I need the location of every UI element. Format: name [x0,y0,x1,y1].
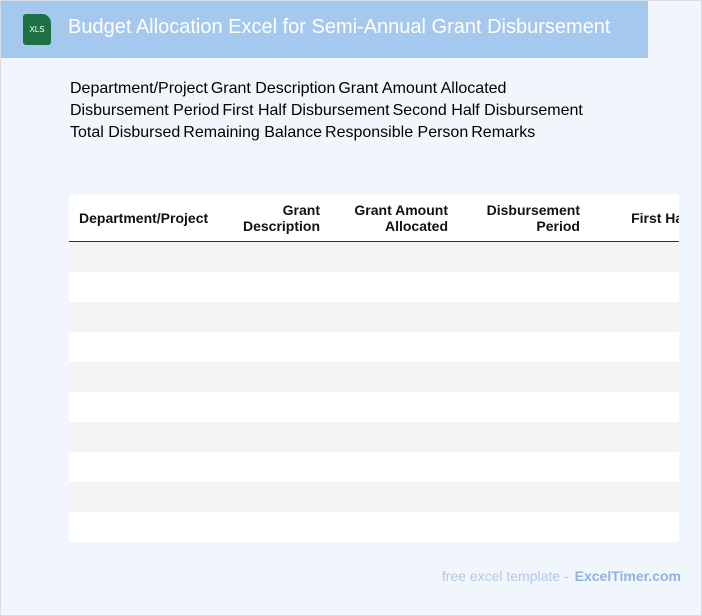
table-cell [330,362,458,392]
table-cell [69,332,219,362]
tag[interactable]: First Half Disbursement [222,102,390,119]
table-row [69,512,679,542]
table-row [69,482,679,512]
table-cell [458,332,590,362]
tag[interactable]: Responsible Person [325,124,469,141]
table-cell [69,452,219,482]
page-title: Budget Allocation Excel for Semi-Annual … [68,16,611,38]
table-cell [219,332,330,362]
table-cell [69,392,219,422]
table-cell [330,241,458,272]
tag[interactable]: Total Disbursed [70,124,181,141]
table-cell [330,272,458,302]
table-cell [458,452,590,482]
table-cell [458,241,590,272]
tag[interactable]: Second Half Disbursement [392,102,583,119]
table-cell [69,512,219,542]
footer: free excel template - ExcelTimer.com [442,568,681,584]
table-cell [590,392,679,422]
table-cell [69,302,219,332]
table-cell [458,272,590,302]
table-cell [330,422,458,452]
table-cell [590,512,679,542]
table-cell [219,512,330,542]
table-body [69,241,679,543]
table-cell [458,362,590,392]
table-cell [219,392,330,422]
column-header: First Half Disbursement [590,195,679,242]
table-row [69,392,679,422]
tag[interactable]: Grant Description [210,80,336,97]
table-cell [590,272,679,302]
table-cell [219,362,330,392]
table-row [69,272,679,302]
table-cell [219,452,330,482]
table-cell [219,272,330,302]
footer-text: free excel template - [441,568,569,584]
table-cell [69,482,219,512]
tag[interactable]: Remaining Balance [183,124,323,141]
tag[interactable]: Remarks [471,124,536,141]
table-cell [219,422,330,452]
table-cell [590,482,679,512]
tag-list: Department/Project Grant Description Grant… [70,80,630,142]
table-cell [330,512,458,542]
table-cell [590,332,679,362]
table-cell [590,302,679,332]
table-cell [458,512,590,542]
table-cell [590,452,679,482]
table-cell [458,482,590,512]
footer-link[interactable]: ExcelTimer.com [574,568,681,584]
table-row [69,241,679,272]
column-header: Grant Description [219,195,330,242]
table-row [69,302,679,332]
table-cell [219,482,330,512]
table-cell [69,272,219,302]
table-cell [330,332,458,362]
table-cell [219,241,330,272]
column-header: Department/Project [69,195,219,242]
table-row [69,362,679,392]
table-cell [69,362,219,392]
tag[interactable]: Disbursement Period [70,102,220,119]
table: Department/Project Grant Description Grant… [69,195,679,542]
header-row: Department/Project Grant Description Grant… [69,195,679,242]
header-bar: XLS Budget Allocation Excel for Semi-Ann… [1,1,648,58]
table-cell [330,482,458,512]
table-cell [590,422,679,452]
table-cell [69,422,219,452]
table-cell [458,392,590,422]
table-cell [590,241,679,272]
table-cell [590,362,679,392]
table-container: Department/Project Grant Description Grant… [69,195,679,542]
column-header: Disbursement Period [458,195,590,242]
tag[interactable]: Grant Amount Allocated [338,80,507,97]
file-icon: XLS [23,14,51,45]
table-cell [330,452,458,482]
table-cell [458,422,590,452]
tag[interactable]: Department/Project [70,80,208,97]
table-row [69,332,679,362]
column-header: Grant Amount Allocated [330,195,458,242]
table-cell [330,392,458,422]
table-cell [69,241,219,272]
table-cell [219,302,330,332]
table-cell [330,302,458,332]
table-row [69,422,679,452]
table-row [69,452,679,482]
table-cell [458,302,590,332]
